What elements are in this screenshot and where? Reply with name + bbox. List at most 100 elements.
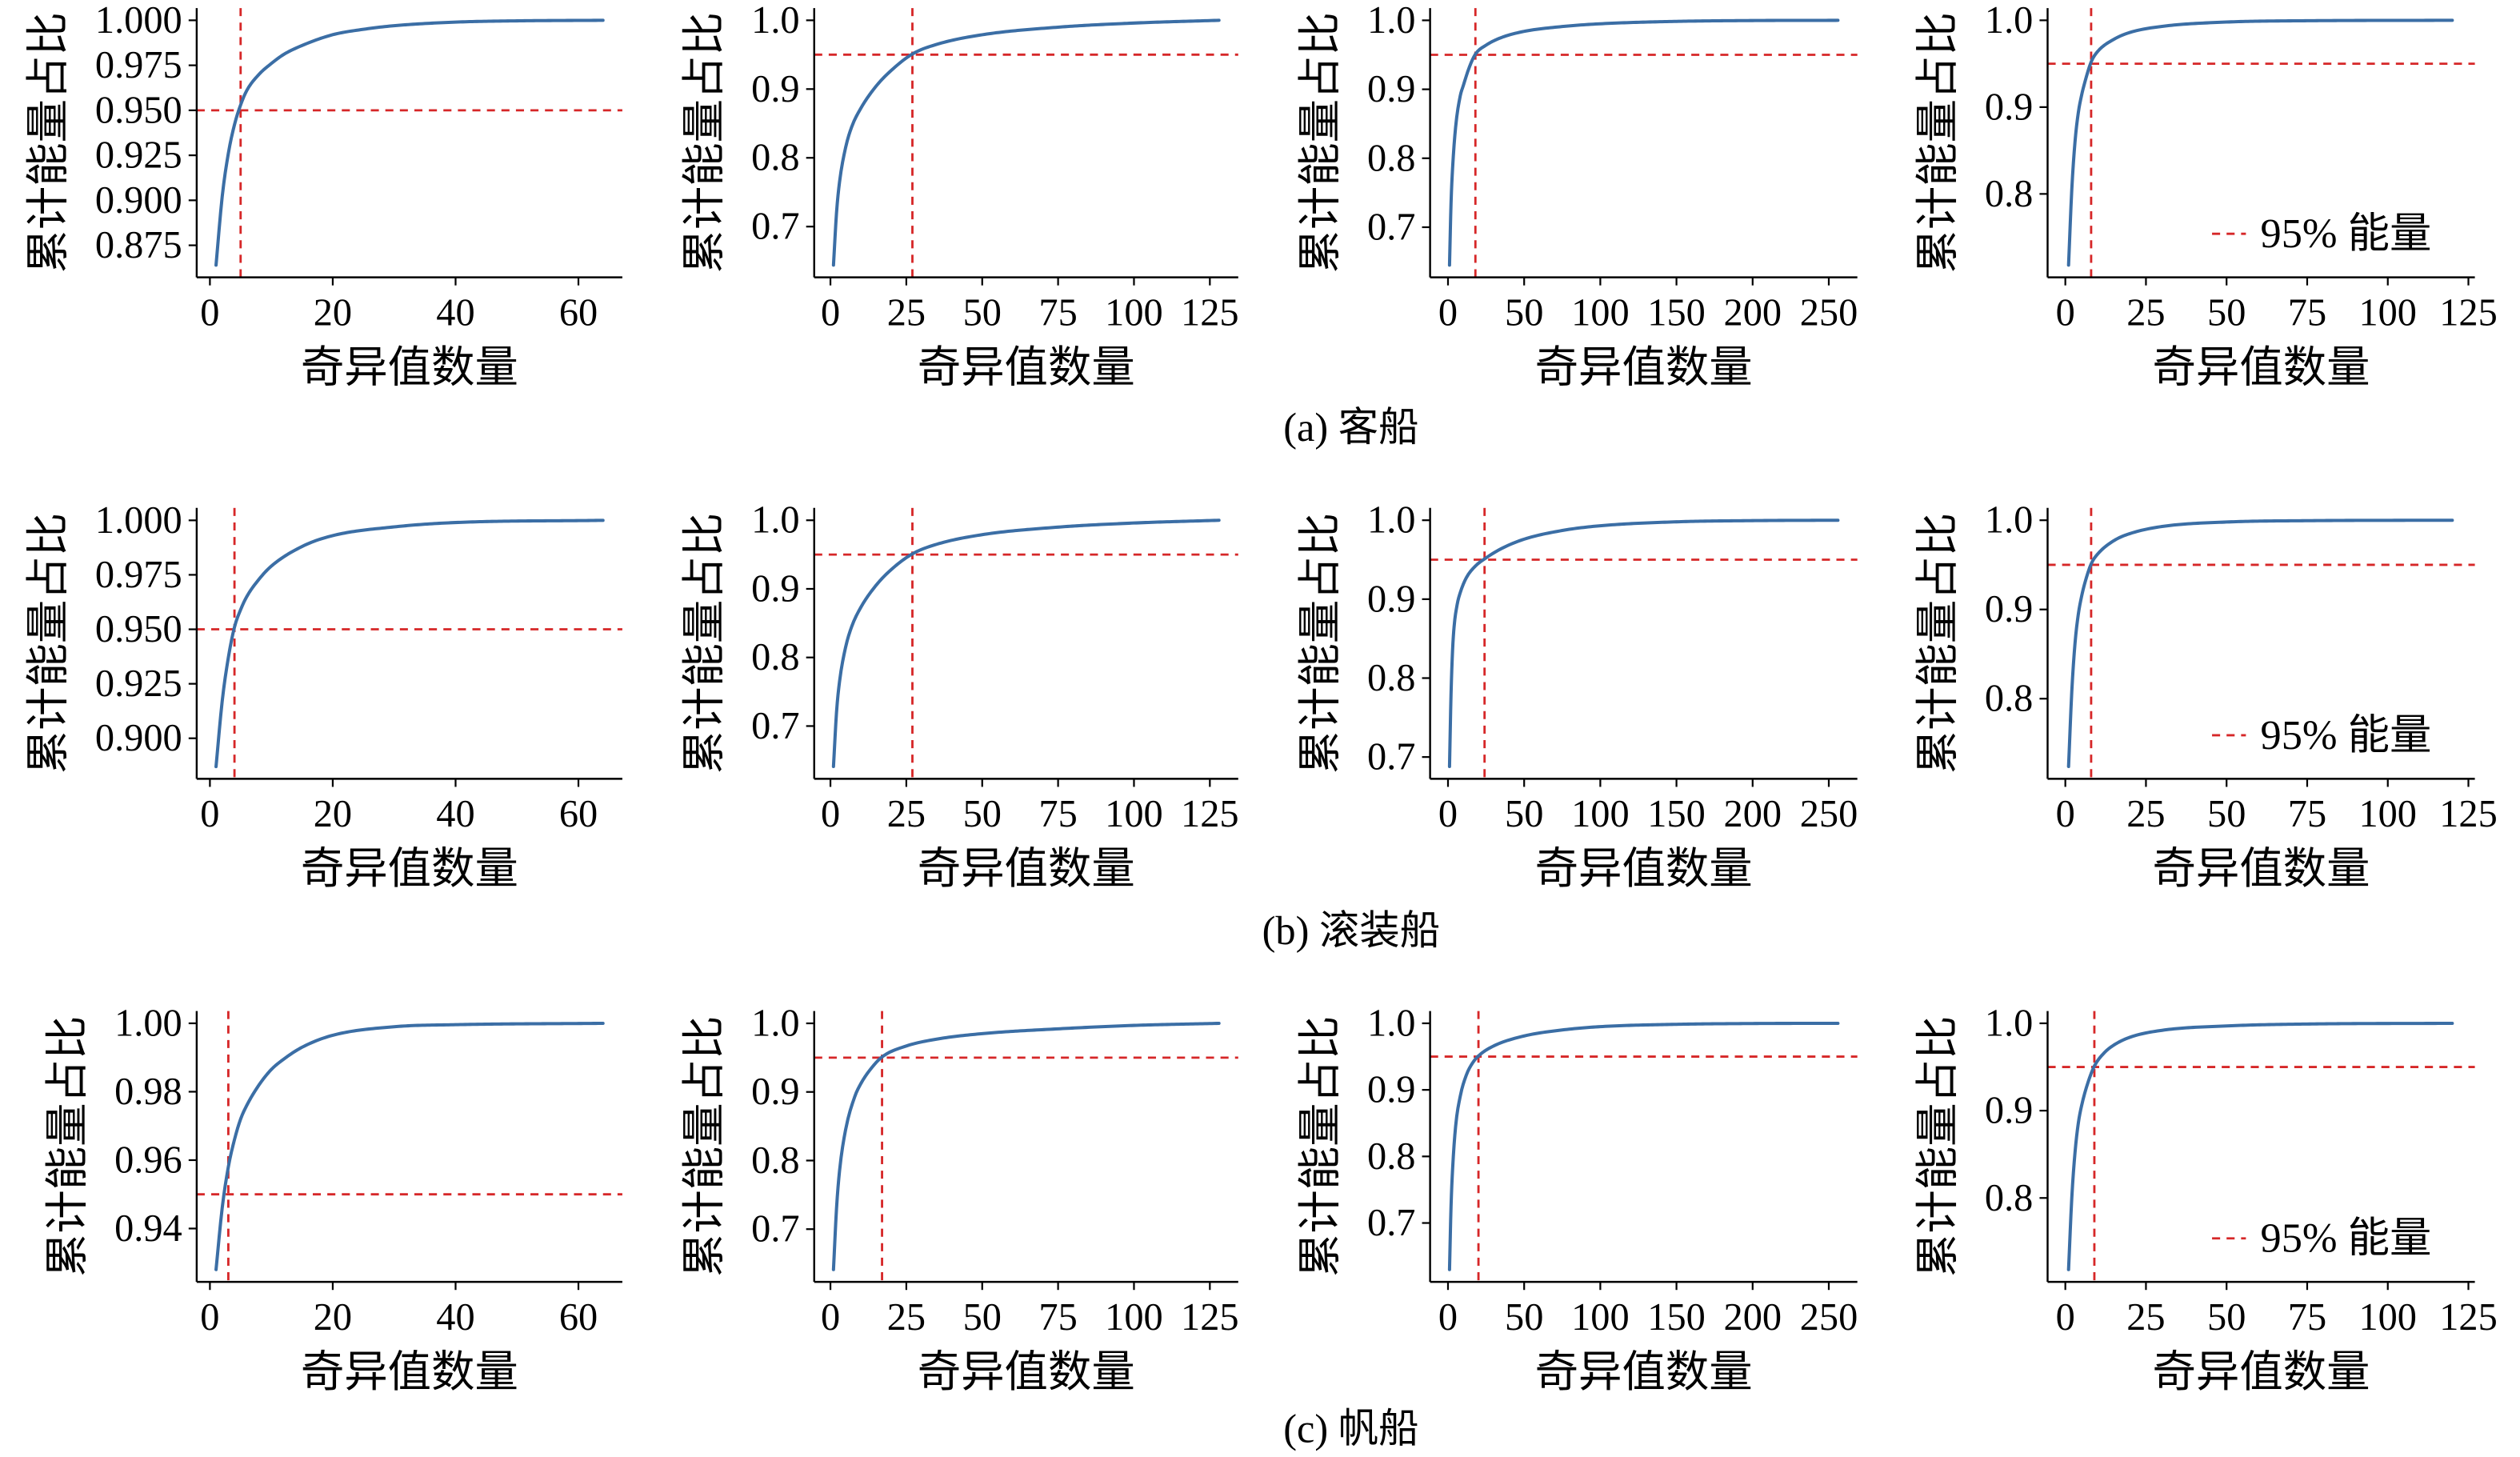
x-tick-label: 20 xyxy=(314,1296,352,1339)
y-tick-label: 0.9 xyxy=(1985,1090,2033,1132)
energy-curve xyxy=(1447,1021,1840,1271)
y-axis-label: 累计能量占比 xyxy=(24,12,72,273)
y-tick-label: 0.7 xyxy=(751,206,799,248)
energy-curve xyxy=(1447,518,1840,768)
x-axis-label: 奇异值数量 xyxy=(1535,1348,1753,1396)
y-tick-label: 0.975 xyxy=(95,554,182,596)
x-axis-label: 奇异值数量 xyxy=(301,845,518,893)
y-axis-label: 累计能量占比 xyxy=(44,1016,92,1277)
y-tick-label: 0.8 xyxy=(751,1139,799,1182)
y-tick-label: 1.0 xyxy=(751,1003,799,1045)
caption-c: (c) 帆船 xyxy=(1283,1407,1418,1451)
y-axis-label: 累计能量占比 xyxy=(1297,1016,1345,1277)
x-tick-label: 125 xyxy=(2439,1296,2498,1339)
y-tick-label: 0.8 xyxy=(751,636,799,678)
y-tick-label: 0.8 xyxy=(1367,137,1415,179)
x-tick-label: 20 xyxy=(314,793,352,835)
x-tick-label: 0 xyxy=(200,1296,219,1339)
legend-label: 95% 能量 xyxy=(2261,210,2432,257)
chart-b-1: 0 20 40 60 0.900 0.925 0.950 0.975 1.000 累计能量占比奇异… xyxy=(24,499,622,893)
y-tick-label: 1.0 xyxy=(1367,499,1415,542)
y-tick-label: 0.950 xyxy=(95,89,182,131)
x-tick-label: 50 xyxy=(963,1296,1002,1339)
x-tick-label: 0 xyxy=(821,793,840,835)
x-tick-label: 75 xyxy=(1038,793,1077,835)
y-tick-label: 0.9 xyxy=(751,68,799,110)
y-axis-label: 累计能量占比 xyxy=(1914,1016,1962,1277)
legend: 95% 能量 xyxy=(2212,712,2431,759)
x-tick-label: 75 xyxy=(2288,291,2326,334)
x-tick-label: 100 xyxy=(1571,1296,1630,1339)
x-tick-label: 40 xyxy=(436,291,474,334)
y-tick-label: 0.9 xyxy=(1985,588,2033,630)
x-tick-label: 250 xyxy=(1800,1296,1858,1339)
x-tick-label: 25 xyxy=(887,793,926,835)
x-tick-label: 150 xyxy=(1647,1296,1706,1339)
x-tick-label: 150 xyxy=(1647,291,1706,334)
x-tick-label: 100 xyxy=(1105,1296,1163,1339)
x-tick-label: 100 xyxy=(2358,793,2417,835)
x-tick-label: 100 xyxy=(1105,291,1163,334)
y-tick-label: 0.7 xyxy=(1367,736,1415,779)
energy-curve xyxy=(2066,1021,2454,1271)
chart-grid: 0 20 40 600.8750.9000.9250.9500.9751.000累计能… xyxy=(24,0,2497,1396)
caption-b: (b) 滚装船 xyxy=(1262,908,1440,953)
y-tick-label: 1.0 xyxy=(751,0,799,42)
y-tick-label: 0.900 xyxy=(95,717,182,759)
x-tick-label: 0 xyxy=(1438,1296,1458,1339)
x-tick-label: 150 xyxy=(1647,793,1706,835)
x-tick-label: 125 xyxy=(1181,793,1239,835)
y-tick-label: 0.8 xyxy=(751,137,799,179)
energy-curve xyxy=(1447,18,1840,267)
x-tick-label: 25 xyxy=(2126,1296,2165,1339)
x-tick-label: 100 xyxy=(1571,291,1630,334)
y-tick-label: 0.950 xyxy=(95,608,182,650)
y-tick-label: 0.8 xyxy=(1985,678,2033,720)
y-tick-label: 0.7 xyxy=(1367,206,1415,248)
y-axis-label: 累计能量占比 xyxy=(1914,513,1962,774)
x-tick-label: 40 xyxy=(436,793,474,835)
x-tick-label: 50 xyxy=(1505,1296,1543,1339)
y-tick-label: 0.975 xyxy=(95,44,182,86)
x-tick-label: 20 xyxy=(314,291,352,334)
y-axis-label: 累计能量占比 xyxy=(24,513,72,774)
y-tick-label: 0.98 xyxy=(114,1071,182,1113)
x-tick-label: 50 xyxy=(2207,793,2246,835)
x-tick-label: 0 xyxy=(2056,291,2075,334)
x-tick-label: 50 xyxy=(1505,793,1543,835)
y-tick-label: 0.9 xyxy=(1367,1069,1415,1111)
y-axis-label: 累计能量占比 xyxy=(1914,12,1962,273)
energy-curve xyxy=(831,518,1221,769)
x-tick-label: 0 xyxy=(821,1296,840,1339)
x-axis-label: 奇异值数量 xyxy=(1535,845,1753,893)
caption-a: (a) 客船 xyxy=(1283,405,1418,450)
y-tick-label: 0.7 xyxy=(1367,1202,1415,1244)
legend: 95% 能量 xyxy=(2212,210,2431,257)
y-axis-label: 累计能量占比 xyxy=(1297,513,1345,774)
x-tick-label: 200 xyxy=(1724,1296,1782,1339)
x-axis-label: 奇异值数量 xyxy=(918,845,1135,893)
x-tick-label: 50 xyxy=(2207,1296,2246,1339)
y-axis-label: 累计能量占比 xyxy=(681,1016,729,1277)
energy-curve xyxy=(2066,18,2454,267)
x-tick-label: 0 xyxy=(2056,793,2075,835)
x-tick-label: 125 xyxy=(1181,1296,1239,1339)
x-tick-label: 100 xyxy=(1105,793,1163,835)
y-tick-label: 0.8 xyxy=(1367,657,1415,699)
y-tick-label: 1.0 xyxy=(1985,0,2033,42)
energy-curve xyxy=(214,18,605,267)
x-tick-label: 75 xyxy=(1038,291,1077,334)
y-tick-label: 0.8 xyxy=(1367,1135,1415,1178)
x-axis-label: 奇异值数量 xyxy=(301,343,518,391)
x-tick-label: 0 xyxy=(821,291,840,334)
energy-curve xyxy=(214,518,605,769)
y-tick-label: 0.7 xyxy=(751,705,799,747)
